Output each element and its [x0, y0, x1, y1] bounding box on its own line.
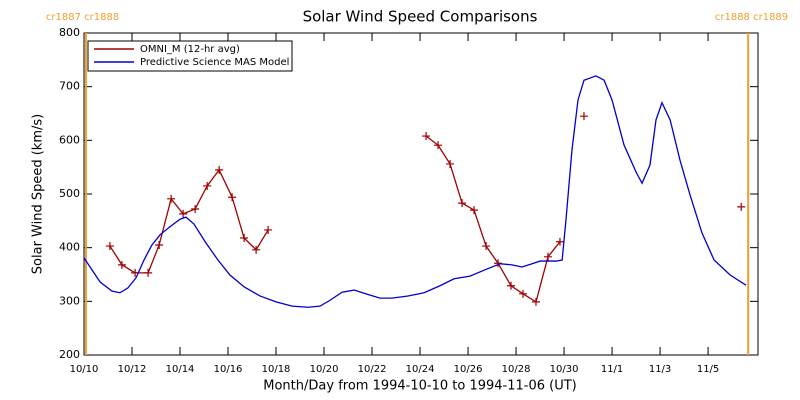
x-tick-label: 10/16	[214, 364, 243, 375]
x-tick-label: 10/30	[550, 364, 579, 375]
data-point	[264, 225, 273, 234]
data-point	[519, 289, 528, 298]
y-tick-label: 700	[59, 80, 80, 93]
data-point	[117, 260, 126, 269]
data-point	[458, 199, 467, 208]
rotation-label: cr1888 cr1889	[715, 12, 788, 23]
data-point	[470, 206, 479, 215]
data-point	[240, 234, 249, 243]
x-tick-label: 10/22	[358, 364, 387, 375]
data-point	[446, 159, 455, 168]
x-tick-label: 10/24	[406, 364, 435, 375]
data-point	[105, 242, 114, 251]
data-point	[543, 252, 552, 261]
x-tick-label: 11/3	[649, 364, 671, 375]
x-tick-label: 10/20	[310, 364, 339, 375]
x-tick-label: 10/14	[166, 364, 195, 375]
data-point	[144, 268, 153, 277]
y-tick-label: 600	[59, 133, 80, 146]
data-point	[434, 141, 443, 150]
x-tick-label: 10/10	[70, 364, 99, 375]
data-point	[179, 209, 188, 218]
data-point	[531, 297, 540, 306]
data-point	[215, 165, 224, 174]
plot-frame	[83, 32, 759, 356]
y-tick-label: 500	[59, 187, 80, 200]
x-axis-label: Month/Day from 1994-10-10 to 1994-11-06 …	[263, 379, 576, 394]
y-tick-label: 300	[59, 294, 80, 307]
y-tick-label: 200	[59, 348, 80, 361]
data-point	[167, 194, 176, 203]
series-line	[83, 75, 747, 308]
rotation-label: cr1887 cr1888	[46, 12, 119, 23]
x-tick-label: 10/26	[454, 364, 483, 375]
x-tick-label: 10/28	[502, 364, 531, 375]
legend-label: OMNI_M (12-hr avg)	[140, 44, 240, 55]
series-line	[110, 136, 741, 302]
x-tick-label: 10/18	[262, 364, 291, 375]
y-axis-label: Solar Wind Speed (km/s)	[31, 114, 46, 274]
legend-box	[87, 40, 293, 72]
data-point	[155, 240, 164, 249]
data-point	[228, 193, 237, 202]
x-tick-label: 11/5	[697, 364, 719, 375]
data-point	[191, 205, 200, 214]
y-tick-label: 400	[59, 241, 80, 254]
data-point	[252, 245, 261, 254]
legend-label: Predictive Science MAS Model	[140, 57, 289, 68]
data-point	[422, 132, 431, 141]
data-point	[507, 281, 516, 290]
data-point	[555, 237, 564, 246]
data-point	[579, 112, 588, 121]
x-tick-label: 11/1	[601, 364, 623, 375]
y-tick-label: 800	[59, 26, 80, 39]
data-point	[482, 242, 491, 251]
x-tick-label: 10/12	[118, 364, 147, 375]
data-point	[737, 202, 746, 211]
chart-title: Solar Wind Speed Comparisons	[303, 8, 538, 26]
data-point	[203, 181, 212, 190]
